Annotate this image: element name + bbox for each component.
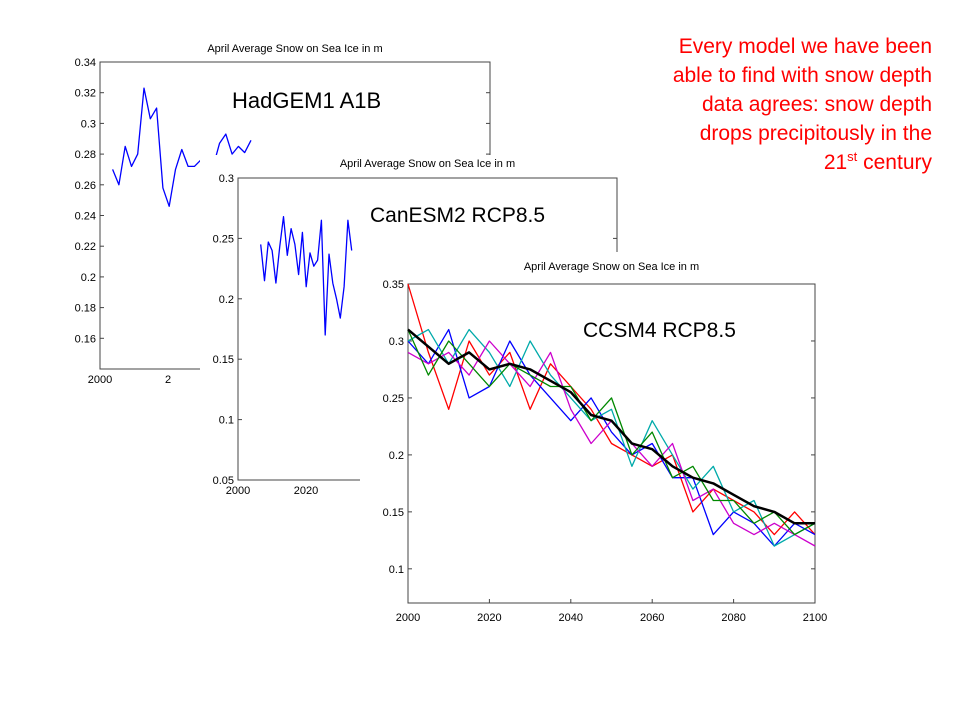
annotation-main: Every model we have been able to find wi… bbox=[672, 35, 932, 174]
y-tick-label: 0.3 bbox=[219, 173, 234, 185]
chart-title: April Average Snow on Sea Ice in m bbox=[524, 261, 699, 273]
model-label: CCSM4 RCP8.5 bbox=[583, 319, 736, 342]
series-line-3 bbox=[407, 328, 816, 547]
y-tick-label: 0.15 bbox=[213, 354, 234, 366]
y-tick-label: 0.1 bbox=[219, 415, 234, 427]
y-tick-label: 0.2 bbox=[219, 294, 234, 306]
x-tick-label: 2020 bbox=[294, 485, 318, 497]
y-tick-label: 0.15 bbox=[383, 507, 404, 519]
x-tick-label: 2080 bbox=[721, 612, 745, 624]
y-tick-label: 0.25 bbox=[213, 233, 234, 245]
annotation-text: Every model we have been able to find wi… bbox=[672, 32, 932, 177]
chart-3: April Average Snow on Sea Ice in m 0.1 0.1… bbox=[360, 252, 830, 662]
y-tick-label: 0.3 bbox=[389, 336, 404, 348]
x-tick-label: 2060 bbox=[640, 612, 664, 624]
y-tick-label: 0.28 bbox=[75, 149, 96, 161]
y-tick-label: 0.1 bbox=[389, 564, 404, 576]
x-tick-label: 2020 bbox=[477, 612, 501, 624]
series-line-1 bbox=[111, 87, 252, 207]
y-tick-label: 0.3 bbox=[81, 118, 96, 130]
chart-figure-bg bbox=[360, 252, 830, 662]
plot-area-frame bbox=[407, 283, 816, 604]
chart-title: April Average Snow on Sea Ice in m bbox=[340, 158, 515, 170]
chart-title: April Average Snow on Sea Ice in m bbox=[207, 43, 382, 55]
x-tick-label: 2040 bbox=[559, 612, 583, 624]
y-tick-label: 0.24 bbox=[75, 211, 96, 223]
model-label: CanESM2 RCP8.5 bbox=[370, 204, 545, 227]
y-tick-label: 0.16 bbox=[75, 333, 96, 345]
x-tick-label: 2000 bbox=[88, 374, 112, 386]
y-tick-label: 0.34 bbox=[75, 57, 96, 69]
y-tick-label: 0.32 bbox=[75, 88, 96, 100]
series-line-1 bbox=[260, 216, 353, 336]
model-label: HadGEM1 A1B bbox=[232, 88, 381, 113]
y-tick-label: 0.2 bbox=[389, 450, 404, 462]
y-tick-label: 0.25 bbox=[383, 393, 404, 405]
x-tick-label: 2100 bbox=[803, 612, 827, 624]
y-tick-label: 0.2 bbox=[81, 272, 96, 284]
x-tick-label: 2 bbox=[165, 374, 171, 386]
series-line-5 bbox=[407, 329, 816, 536]
y-tick-label: 0.26 bbox=[75, 180, 96, 192]
y-tick-label: 0.35 bbox=[383, 279, 404, 291]
series-line-1 bbox=[407, 283, 816, 536]
series-line-2 bbox=[407, 328, 816, 547]
annotation-superscript: st bbox=[847, 149, 858, 164]
annotation-tail: century bbox=[857, 151, 932, 174]
y-tick-label: 0.22 bbox=[75, 241, 96, 253]
y-tick-label: 0.18 bbox=[75, 303, 96, 315]
x-tick-label: 2000 bbox=[226, 485, 250, 497]
y-tick-label: 0.05 bbox=[213, 475, 234, 487]
series-line-6 bbox=[407, 328, 815, 525]
x-tick-label: 2000 bbox=[396, 612, 420, 624]
